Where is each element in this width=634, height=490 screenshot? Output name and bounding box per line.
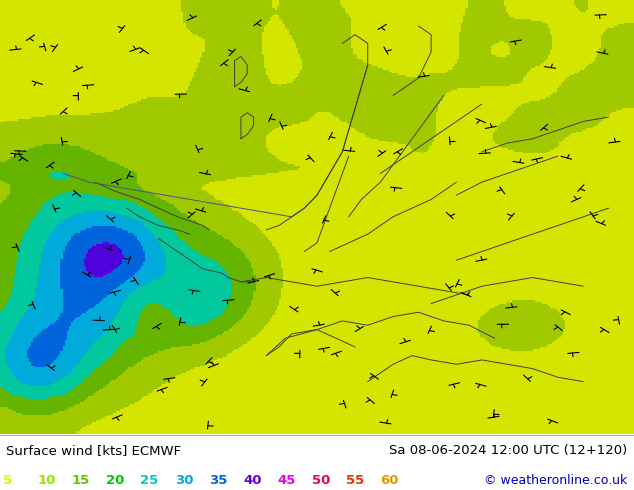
Text: 45: 45 — [278, 474, 296, 487]
Text: 55: 55 — [346, 474, 365, 487]
Text: 40: 40 — [243, 474, 262, 487]
Text: 5: 5 — [3, 474, 12, 487]
Text: 50: 50 — [312, 474, 330, 487]
Text: 60: 60 — [380, 474, 399, 487]
Text: 15: 15 — [72, 474, 90, 487]
Text: 10: 10 — [37, 474, 56, 487]
Text: Surface wind [kts] ECMWF: Surface wind [kts] ECMWF — [6, 444, 181, 457]
Text: © weatheronline.co.uk: © weatheronline.co.uk — [484, 474, 628, 487]
Text: 20: 20 — [106, 474, 124, 487]
Text: 30: 30 — [174, 474, 193, 487]
Text: Sa 08-06-2024 12:00 UTC (12+120): Sa 08-06-2024 12:00 UTC (12+120) — [389, 444, 628, 457]
Text: 35: 35 — [209, 474, 228, 487]
Text: 25: 25 — [140, 474, 158, 487]
